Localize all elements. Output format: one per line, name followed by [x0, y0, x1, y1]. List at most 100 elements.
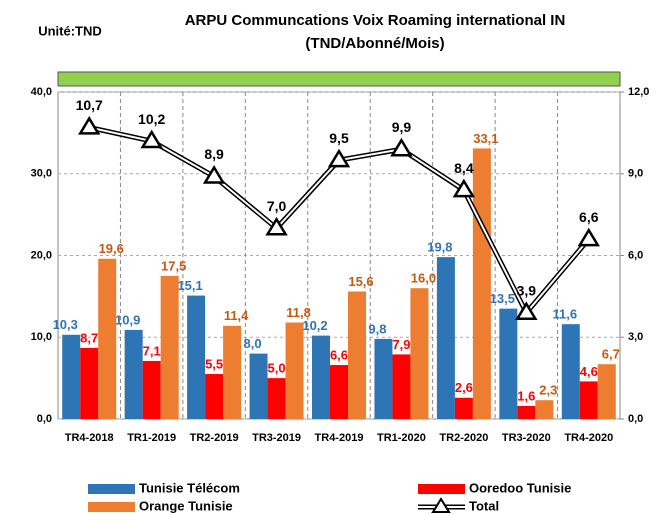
x-tick-label: TR2-2019 — [190, 432, 239, 444]
bar — [330, 365, 348, 419]
bar — [98, 258, 117, 419]
y-tick-label: 20,0 — [31, 249, 52, 261]
bar — [348, 291, 366, 419]
x-tick-label: TR4-2018 — [65, 432, 114, 444]
x-tick-label: TR1-2019 — [127, 432, 176, 444]
line-marker — [327, 148, 351, 168]
data-label: 7,9 — [392, 337, 410, 352]
data-label: 11,6 — [552, 307, 577, 322]
data-label: 15,1 — [177, 278, 202, 293]
data-label: 8,9 — [204, 146, 224, 162]
y2-tick-label: 6,0 — [628, 249, 643, 261]
y2-tick-label: 3,0 — [628, 331, 643, 343]
chart-title: ARPU Communcations Voix Roaming internat… — [185, 12, 566, 29]
data-label: 8,7 — [80, 330, 98, 345]
data-label: 7,0 — [267, 198, 287, 214]
y2-tick-label: 12,0 — [628, 86, 649, 98]
line-marker — [140, 129, 163, 149]
x-tick-label: TR3-2019 — [252, 432, 301, 444]
bar — [312, 335, 330, 419]
x-tick-label: TR3-2020 — [502, 432, 551, 444]
bar — [267, 378, 286, 419]
bar — [223, 325, 242, 419]
legend-label: Tunisie Télécom — [139, 480, 240, 495]
y2-tick-label: 0,0 — [628, 413, 643, 425]
data-label: 8,0 — [244, 336, 262, 351]
data-label: 6,7 — [602, 347, 620, 362]
data-label: 10,7 — [76, 97, 103, 113]
legend-marker — [431, 497, 451, 513]
data-label: 5,5 — [205, 356, 223, 371]
data-label: 7,1 — [143, 343, 161, 358]
data-label: 6,6 — [330, 347, 348, 362]
data-label: 19,6 — [99, 241, 124, 256]
legend-swatch — [418, 484, 465, 494]
x-tick-label: TR1-2020 — [377, 432, 426, 444]
data-label: 1,6 — [517, 388, 535, 403]
y-tick-label: 30,0 — [31, 168, 52, 180]
data-label: 19,8 — [427, 240, 452, 255]
data-label: 11,8 — [286, 305, 311, 320]
bar — [517, 405, 536, 419]
data-label: 9,8 — [368, 321, 386, 336]
bar — [392, 354, 411, 419]
data-label: 10,2 — [138, 111, 165, 127]
line-marker — [78, 115, 101, 135]
bar — [579, 381, 598, 419]
bar — [249, 353, 268, 419]
data-label: 4,6 — [580, 364, 598, 379]
bar — [80, 347, 99, 419]
legend-swatch — [88, 502, 135, 512]
unit-annotation: Unité:TND — [38, 23, 102, 38]
legend-label: Total — [469, 498, 499, 513]
data-label: 16,0 — [411, 271, 436, 286]
y2-tick-label: 9,0 — [628, 168, 643, 180]
line-marker — [515, 301, 538, 320]
y-tick-label: 40,0 — [31, 86, 52, 98]
bar — [205, 374, 224, 419]
data-label: 15,6 — [348, 274, 373, 289]
header-band — [57, 71, 621, 87]
bar — [142, 360, 161, 419]
y-tick-label: 10,0 — [31, 331, 52, 343]
bar — [499, 308, 518, 419]
data-label: 11,4 — [224, 308, 249, 323]
y-tick-label: 0,0 — [37, 413, 52, 425]
line-marker — [265, 216, 288, 236]
data-label: 9,9 — [392, 119, 412, 135]
data-label: 2,6 — [455, 380, 473, 395]
data-label: 9,5 — [329, 130, 349, 146]
bar — [374, 338, 393, 419]
data-label: 3,9 — [517, 282, 537, 298]
bar — [410, 288, 429, 419]
data-label: 10,2 — [302, 318, 327, 333]
bar — [285, 322, 304, 419]
x-tick-label: TR2-2020 — [439, 432, 488, 444]
bar — [472, 148, 491, 419]
data-label: 10,3 — [53, 317, 78, 332]
line-marker — [577, 227, 600, 247]
legend-swatch — [88, 484, 135, 494]
x-tick-label: TR4-2019 — [315, 432, 364, 444]
line-marker — [202, 165, 226, 184]
data-label: 10,9 — [115, 312, 140, 327]
x-tick-label: TR4-2020 — [564, 432, 613, 444]
data-label: 17,5 — [161, 258, 186, 273]
data-label: 33,1 — [473, 131, 498, 146]
bar — [561, 324, 580, 419]
bar — [436, 257, 455, 419]
data-label: 2,3 — [539, 383, 557, 398]
bar — [187, 295, 206, 419]
data-label: 6,6 — [579, 209, 599, 225]
bar — [160, 275, 179, 419]
chart-subtitle: (TND/Abonné/Mois) — [305, 35, 444, 52]
bar — [62, 334, 81, 419]
data-label: 5,0 — [268, 361, 286, 376]
legend-label: Orange Tunisie — [139, 498, 233, 513]
bar — [124, 329, 143, 419]
bar — [597, 364, 616, 419]
data-label: 8,4 — [454, 160, 474, 176]
line-marker — [390, 137, 413, 157]
bar — [454, 397, 473, 419]
